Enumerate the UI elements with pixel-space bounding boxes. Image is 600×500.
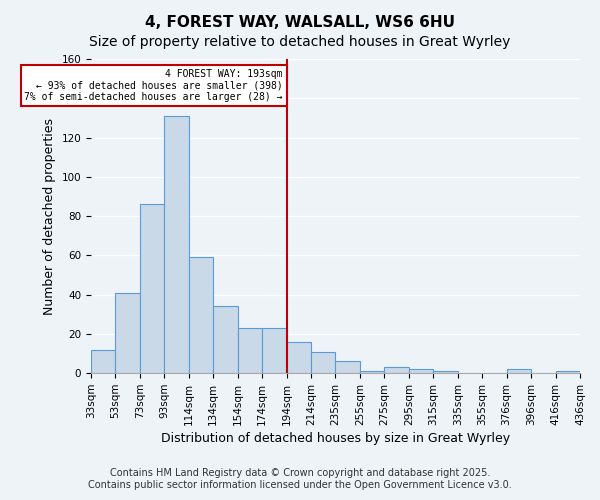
Text: 4 FOREST WAY: 193sqm
← 93% of detached houses are smaller (398)
7% of semi-detac: 4 FOREST WAY: 193sqm ← 93% of detached h…	[25, 69, 283, 102]
Bar	[506, 370, 531, 373]
Text: Size of property relative to detached houses in Great Wyrley: Size of property relative to detached ho…	[89, 35, 511, 49]
Bar	[311, 352, 335, 373]
Bar	[115, 292, 140, 373]
Bar	[189, 258, 213, 373]
Bar	[238, 328, 262, 373]
Bar	[556, 371, 580, 373]
Text: Contains HM Land Registry data © Crown copyright and database right 2025.
Contai: Contains HM Land Registry data © Crown c…	[88, 468, 512, 490]
Y-axis label: Number of detached properties: Number of detached properties	[43, 118, 56, 314]
Bar	[385, 368, 409, 373]
X-axis label: Distribution of detached houses by size in Great Wyrley: Distribution of detached houses by size …	[161, 432, 510, 445]
Bar	[360, 371, 385, 373]
Bar	[409, 370, 433, 373]
Bar	[262, 328, 287, 373]
Bar	[91, 350, 115, 373]
Bar	[213, 306, 238, 373]
Bar	[433, 371, 458, 373]
Bar	[335, 362, 360, 373]
Bar	[164, 116, 189, 373]
Bar	[287, 342, 311, 373]
Text: 4, FOREST WAY, WALSALL, WS6 6HU: 4, FOREST WAY, WALSALL, WS6 6HU	[145, 15, 455, 30]
Bar	[140, 204, 164, 373]
